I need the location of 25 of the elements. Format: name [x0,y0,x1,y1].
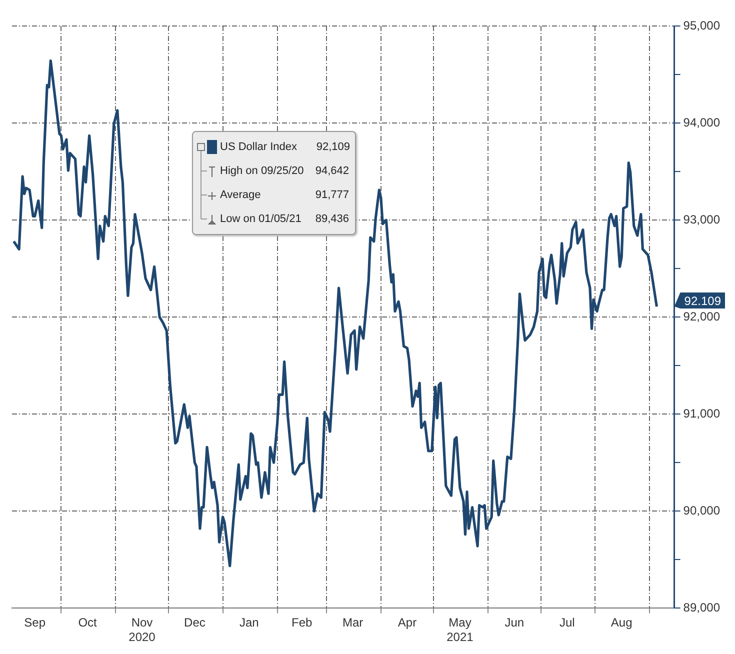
x-tick-label: Nov 2020 [128,616,156,644]
x-tick-label: Dec [184,616,206,630]
x-tick-label: Aug [610,616,632,630]
y-tick-label: 91,000 [683,406,720,420]
text: Low on 01/05/21 89,436 [220,213,349,225]
x-tick-label: Jan [239,616,259,630]
x-tick-label: Jul [559,616,575,630]
y-tick-label: 92,000 [683,309,720,324]
legend-label: US Dollar Index [220,141,298,153]
y-tick-label: 95,000 [683,18,720,32]
x-tick-label: Jun [504,616,524,630]
annotation: High on 09/25/20 94,642 [220,165,349,177]
x-tick-label: Apr [398,616,417,630]
y-tick-label: 89,000 [683,600,720,615]
x-tick-label: Oct [78,616,98,630]
y-tick-label: 90,000 [683,503,720,518]
text: Average 91,777 [220,189,349,201]
annotation: 92.109 [684,294,722,308]
x-tick-label: Mar [342,616,364,630]
y-tick-label: 93,000 [683,212,720,226]
x-tick-label: Feb [292,616,313,630]
y-tick-label: 94,000 [683,115,720,130]
x-tick-label: Sep [24,616,46,630]
annotation: 92,109 [315,141,350,153]
x-tick-label: May 2021 [446,616,474,644]
